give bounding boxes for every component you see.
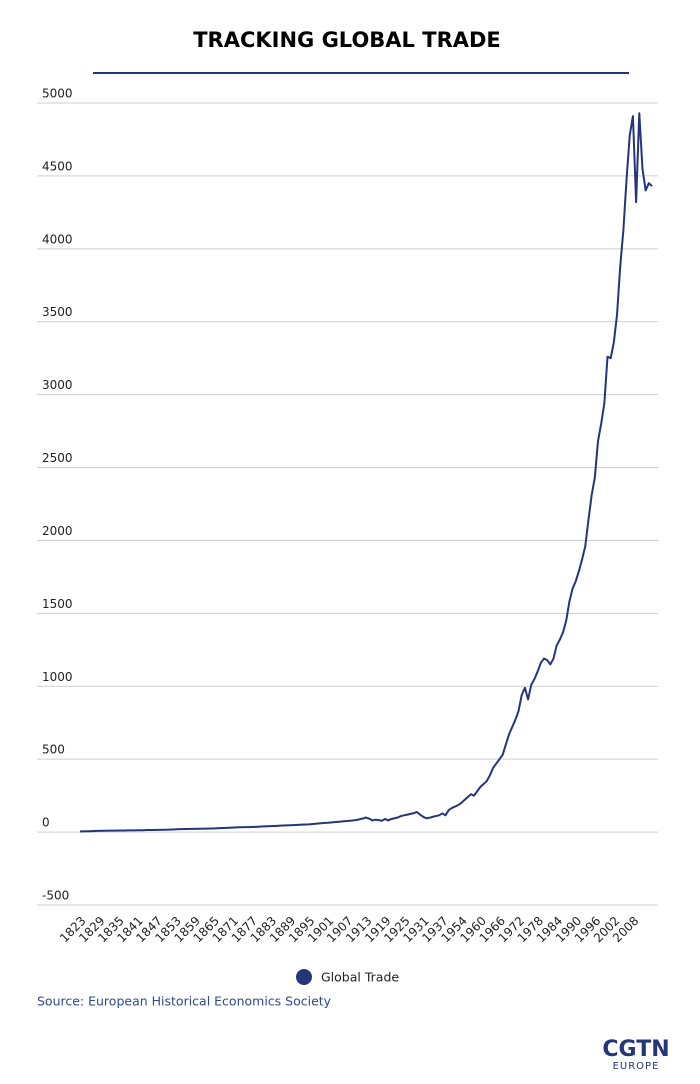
y-tick-label: 4500 [42,159,73,173]
y-tick-label: 5000 [42,87,73,101]
logo: CGTN [602,1037,669,1062]
y-tick-label: 1500 [42,597,73,611]
y-tick-label: 500 [42,743,65,757]
y-tick-label: 3500 [42,305,73,319]
legend-marker [296,969,312,985]
chart-title: TRACKING GLOBAL TRADE [193,28,501,52]
y-tick-label: 0 [42,816,50,830]
y-tick-label: 3000 [42,378,73,392]
legend-label: Global Trade [321,970,399,985]
logo-sub: EUROPE [613,1061,660,1072]
source: Source: European Historical Economics So… [37,994,332,1009]
y-tick-label: 4000 [42,232,73,246]
y-tick-label: 2500 [42,451,73,465]
y-tick-label: -500 [42,889,69,903]
data-line [80,112,653,833]
y-tick-label: 2000 [42,524,73,538]
y-tick-label: 1000 [42,670,73,684]
